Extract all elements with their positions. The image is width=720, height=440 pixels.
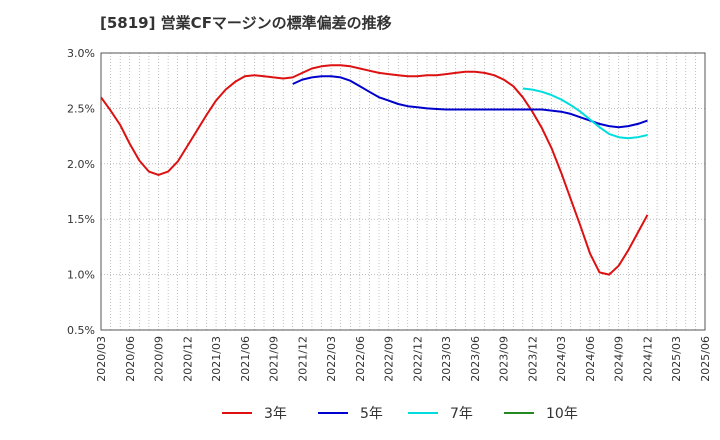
series-line-3年 bbox=[100, 64, 649, 276]
x-tick-label: 2021/09 bbox=[268, 336, 281, 382]
x-tick-label: 2024/06 bbox=[584, 336, 597, 382]
x-tick-label: 2023/12 bbox=[526, 336, 539, 382]
y-tick-label: 2.0% bbox=[67, 158, 95, 171]
legend-label: 5年 bbox=[360, 406, 383, 422]
y-tick-label: 1.0% bbox=[67, 269, 95, 282]
plot-frame bbox=[100, 52, 706, 331]
x-tick-label: 2022/03 bbox=[325, 336, 338, 382]
legend: 3年 5年 7年 10年 bbox=[222, 406, 578, 422]
x-tick-label: 2025/06 bbox=[699, 336, 712, 382]
x-tick-label: 2021/06 bbox=[239, 336, 252, 382]
x-tick-label: 2022/06 bbox=[354, 336, 367, 382]
x-tick-label: 2021/03 bbox=[210, 336, 223, 382]
y-tick-label: 1.5% bbox=[67, 213, 95, 226]
x-tick-label: 2020/09 bbox=[153, 336, 166, 382]
x-tick-label: 2021/12 bbox=[296, 336, 309, 382]
grid-lines bbox=[101, 53, 705, 330]
x-axis: 2020/03 2020/06 2020/09 2020/12 2021/03 2021/… bbox=[95, 336, 712, 382]
x-tick-label: 2025/03 bbox=[670, 336, 683, 382]
legend-label: 10年 bbox=[546, 406, 578, 422]
series-layer bbox=[100, 64, 649, 276]
y-tick-label: 3.0% bbox=[67, 47, 95, 60]
x-tick-label: 2020/03 bbox=[95, 336, 108, 382]
legend-label: 3年 bbox=[264, 406, 287, 422]
x-tick-label: 2020/12 bbox=[181, 336, 194, 382]
y-axis: 0.5% 1.0% 1.5% 2.0% 2.5% 3.0% bbox=[67, 47, 95, 337]
x-tick-label: 2023/09 bbox=[498, 336, 511, 382]
x-tick-label: 2024/09 bbox=[613, 336, 626, 382]
x-tick-label: 2020/06 bbox=[124, 336, 137, 382]
series-line-7年 bbox=[522, 87, 648, 140]
x-tick-label: 2022/12 bbox=[411, 336, 424, 382]
x-tick-label: 2023/03 bbox=[440, 336, 453, 382]
series-line-5年 bbox=[292, 75, 648, 129]
x-tick-label: 2024/12 bbox=[641, 336, 654, 382]
legend-label: 7年 bbox=[450, 406, 473, 422]
y-tick-label: 2.5% bbox=[67, 102, 95, 115]
chart-title: [5819] 営業CFマージンの標準偏差の推移 bbox=[100, 14, 392, 32]
x-tick-label: 2022/09 bbox=[383, 336, 396, 382]
x-tick-label: 2023/06 bbox=[469, 336, 482, 382]
x-tick-label: 2024/03 bbox=[555, 336, 568, 382]
y-tick-label: 0.5% bbox=[67, 324, 95, 337]
